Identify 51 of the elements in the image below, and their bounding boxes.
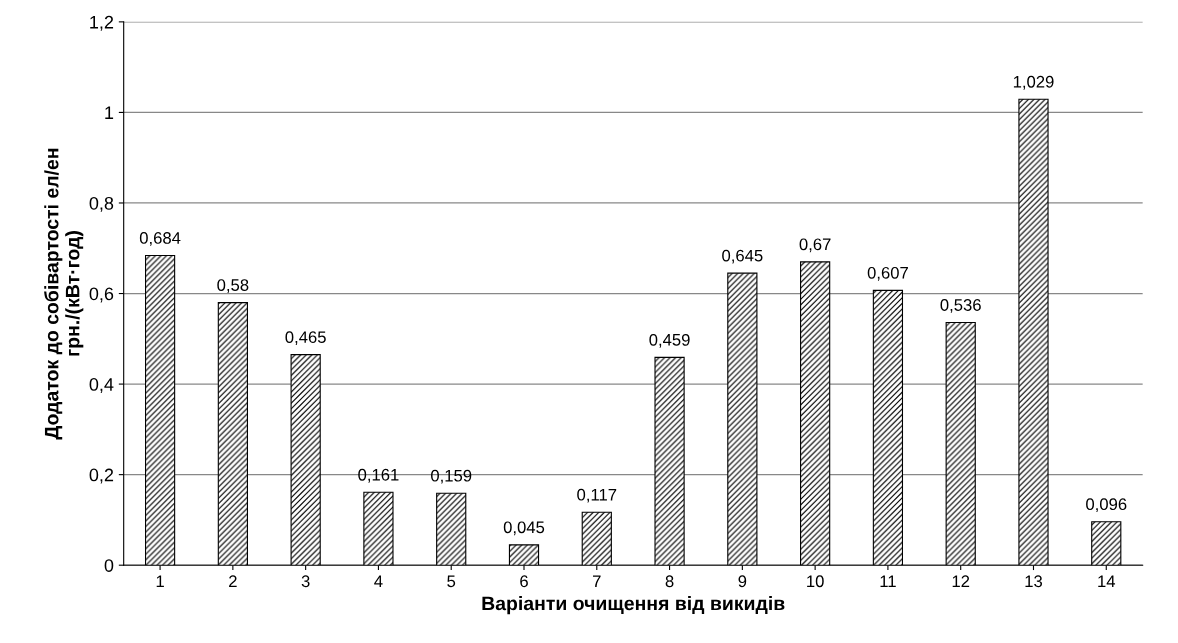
x-tick-label: 2	[229, 575, 237, 587]
x-tick-label: 1	[156, 575, 164, 587]
data-label: 0,645	[722, 249, 763, 264]
y-tick-label: 0,8	[89, 196, 114, 212]
x-tick-label: 6	[520, 575, 528, 588]
x-tick-label: 10	[807, 575, 824, 588]
y-tick-label: 1,2	[90, 15, 114, 31]
y-tick-label: 0,4	[89, 378, 114, 393]
y-tick-label: 0,6	[89, 287, 114, 303]
bar	[508, 544, 540, 566]
bar	[436, 492, 467, 566]
data-label: 0,045	[503, 521, 545, 536]
x-tick-label: 7	[593, 575, 601, 587]
data-label: 0,684	[139, 232, 181, 246]
data-label: 0,161	[358, 468, 399, 483]
data-label: 1,029	[1013, 75, 1054, 90]
bar	[581, 511, 612, 566]
y-tick-label: 0,2	[89, 468, 114, 484]
x-tick-label: 11	[880, 575, 896, 587]
bar	[1018, 98, 1049, 566]
x-tick-label: 14	[1098, 575, 1116, 587]
bar	[363, 491, 394, 566]
bar	[800, 261, 831, 566]
bar	[144, 254, 176, 566]
x-tick-label: 5	[447, 575, 456, 588]
data-label: 0,536	[940, 299, 981, 313]
y-tick-label: 1	[105, 106, 114, 119]
data-label: 0,117	[577, 488, 617, 503]
bar	[1091, 521, 1122, 566]
bar	[654, 356, 685, 566]
y-tick-label: 0	[104, 559, 114, 572]
x-tick-label: 9	[738, 575, 747, 588]
data-label: 0,096	[1086, 498, 1127, 513]
data-label: 0,159	[431, 469, 472, 484]
y-axis-title: Додаток до собівартості ел/ен грн./(кВт·год)	[44, 148, 84, 440]
x-tick-label: 8	[665, 575, 674, 588]
bar	[727, 272, 758, 566]
bar	[872, 289, 904, 566]
x-tick-label: 12	[952, 575, 970, 587]
data-label: 0,465	[285, 331, 326, 345]
bar	[217, 302, 248, 566]
x-tick-label: 4	[374, 575, 383, 587]
data-label: 0,607	[867, 266, 908, 281]
data-label: 0,58	[217, 279, 249, 293]
data-label: 0,459	[649, 333, 690, 348]
x-tick-label: 3	[301, 575, 310, 588]
bar	[945, 321, 976, 566]
x-axis-title: Варіанти очищення від викидів	[482, 596, 785, 615]
x-tick-label: 13	[1025, 575, 1043, 588]
bar	[290, 354, 321, 566]
data-label: 0,67	[799, 238, 831, 253]
